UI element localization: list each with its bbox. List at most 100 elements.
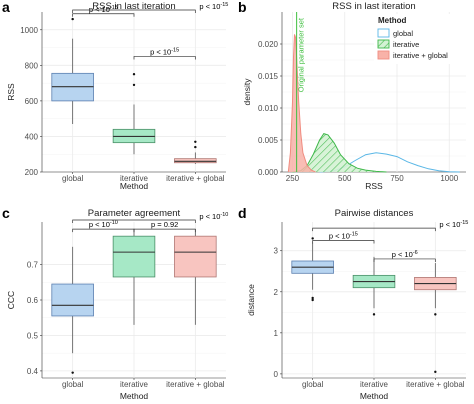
- y-tick-label: 600: [25, 97, 39, 106]
- bracket-line: [312, 240, 375, 244]
- y-tick-label: 1000: [20, 26, 38, 35]
- significance-bracket: p < 10-15: [72, 5, 135, 17]
- density-line: [292, 133, 387, 173]
- legend-swatch: [377, 50, 390, 60]
- p-value-label: p < 10-15: [199, 2, 228, 11]
- significance-bracket: p < 10-6: [373, 250, 436, 262]
- x-tick-label: iterative + global: [166, 174, 225, 183]
- legend-title: Method: [378, 16, 407, 25]
- y-tick-label: 0.015: [258, 72, 279, 81]
- x-tick-label: iterative: [120, 174, 149, 183]
- x-tick-label: iterative: [360, 380, 389, 389]
- y-tick-label: 1: [274, 329, 279, 338]
- x-tick-label: 250: [286, 174, 300, 183]
- y-tick-label: 0.000: [258, 168, 279, 177]
- p-value-label: p < 10-10: [89, 220, 118, 229]
- panel-b-rss-density: 0.000 0.005 0.010 0.015 0.020 RSS in last ite…: [242, 1, 466, 191]
- significance-bracket: p < 10-15: [133, 47, 196, 60]
- panel-c-parameter-agreement: 0.4 0.5 0.6 0.7 Parameter agreement Method CCC…: [6, 208, 228, 401]
- box-global: [51, 246, 94, 374]
- panel-letter-b: b: [238, 0, 247, 15]
- x-tick-label: 500: [338, 174, 352, 183]
- original-parameter-label: Original parameter set: [297, 17, 306, 92]
- bracket-line: [133, 56, 196, 60]
- bracket-line: [312, 227, 436, 232]
- legend-swatch: [377, 28, 390, 38]
- x-axis-label: Method: [120, 181, 149, 191]
- box-global: [291, 237, 334, 302]
- y-tick-label: 0.4: [27, 367, 39, 376]
- p-value-label: p = 0.92: [151, 220, 178, 229]
- significance-bracket: p < 10-15: [312, 231, 375, 244]
- box-global: [51, 17, 94, 124]
- panel-d-pairwise-distances: 0 1 2 3 Pairwise distances Method distance glob…: [246, 208, 468, 401]
- box-iqr: [174, 235, 217, 278]
- significance-bracket: p < 10-10: [72, 212, 228, 223]
- panel-title: RSS in last iteration: [332, 1, 415, 12]
- y-tick-label: 800: [25, 61, 39, 70]
- panel-a-rss-boxplot: 200 400 600 800 1000 RSS in last iteration Met…: [6, 1, 228, 191]
- outlier-point: [71, 17, 74, 21]
- panel-letter-d: d: [238, 205, 247, 221]
- box-iqr: [112, 235, 156, 278]
- bracket-line: [72, 219, 196, 223]
- x-tick-label: global: [62, 174, 84, 183]
- y-tick-label: 3: [274, 247, 279, 256]
- x-tick-label: iterative + global: [166, 380, 225, 389]
- outlier-point: [194, 140, 197, 143]
- legend: Method global iterative iterative + global: [374, 14, 466, 64]
- significance-bracket: p < 10-10: [72, 220, 135, 233]
- y-tick-label: 0: [274, 370, 279, 379]
- bracket-line: [373, 258, 436, 262]
- legend-item: iterative: [393, 40, 419, 49]
- p-value-label: p < 10-6: [392, 250, 418, 259]
- x-tick-label: iterative + global: [406, 380, 465, 389]
- outlier-point: [372, 313, 376, 316]
- outlier-point: [311, 296, 314, 300]
- outlier-point: [132, 83, 136, 87]
- y-axis-label: distance: [246, 284, 256, 316]
- y-tick-label: 2: [274, 288, 279, 297]
- y-tick-label: 0.7: [27, 261, 39, 270]
- outlier-point: [311, 237, 314, 240]
- p-value-label: p < 10-15: [439, 220, 468, 229]
- significance-bracket: p = 0.92: [133, 220, 196, 233]
- y-axis-label: RSS: [6, 83, 16, 101]
- outlier-point: [434, 370, 437, 374]
- bracket-line: [72, 228, 135, 233]
- x-tick-label: global: [302, 380, 324, 389]
- x-tick-label: 1000: [440, 174, 458, 183]
- bracket-line: [72, 9, 196, 13]
- box-iterative: [112, 73, 156, 155]
- panel-letter-a: a: [2, 0, 10, 15]
- y-tick-label: 0.010: [258, 104, 279, 113]
- p-value-label: p < 10-10: [199, 212, 228, 221]
- box-iterative-global: [174, 140, 217, 164]
- outlier-point: [132, 73, 136, 76]
- box-iqr: [51, 283, 94, 317]
- box-iterative-global: [414, 263, 457, 374]
- density-area: [288, 34, 316, 173]
- p-value-label: p < 10-15: [89, 5, 118, 14]
- x-axis-label: Method: [360, 391, 389, 401]
- bracket-line: [72, 13, 135, 17]
- p-value-label: p < 10-15: [329, 231, 358, 240]
- density-series-iterative: [292, 133, 387, 173]
- legend-item: global: [393, 29, 413, 38]
- bracket-line: [133, 228, 196, 233]
- y-axis-label: CCC: [6, 291, 16, 309]
- x-tick-label: 750: [390, 174, 404, 183]
- x-axis-label: Method: [120, 391, 149, 401]
- outlier-point: [194, 145, 197, 149]
- outlier-point: [71, 371, 74, 374]
- box-iqr: [174, 158, 217, 164]
- y-tick-label: 200: [25, 168, 39, 177]
- x-tick-label: iterative: [120, 380, 149, 389]
- legend-item: iterative + global: [393, 51, 448, 60]
- box-iterative-global: [174, 229, 217, 325]
- outlier-point: [434, 313, 437, 316]
- outlier-point: [311, 298, 314, 302]
- y-tick-label: 0.005: [258, 136, 279, 145]
- legend-swatch: [377, 39, 390, 49]
